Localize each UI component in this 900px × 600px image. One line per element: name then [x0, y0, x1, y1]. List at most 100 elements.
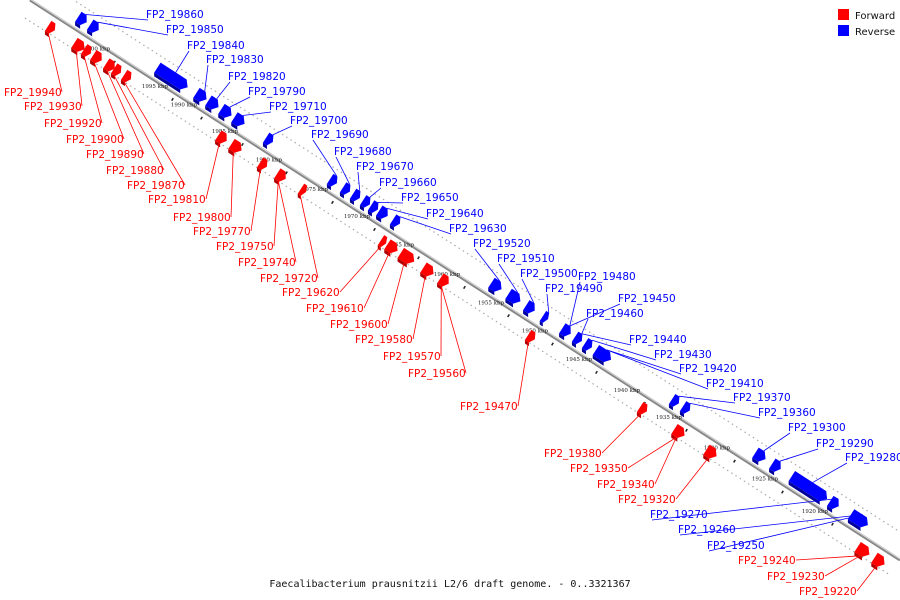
forward-gene-arrow[interactable] — [274, 168, 286, 182]
forward-gene-arrow[interactable] — [256, 157, 268, 171]
forward-gene-label: FP2_19320 — [618, 494, 676, 506]
forward-leader-line — [517, 342, 529, 407]
forward-gene-arrow[interactable] — [377, 235, 388, 248]
forward-gene-arrow[interactable] — [44, 20, 56, 34]
reverse-gene-arrow[interactable] — [752, 447, 766, 462]
forward-gene-arrow[interactable] — [671, 424, 685, 439]
reverse-gene-arrow[interactable] — [523, 300, 535, 314]
reverse-gene-arrow[interactable] — [75, 11, 87, 26]
reverse-gene-arrow[interactable] — [376, 205, 388, 219]
forward-gene-arrow[interactable] — [90, 49, 102, 64]
tick-mark — [551, 342, 554, 346]
reverse-gene-label: FP2_19490 — [545, 283, 603, 295]
forward-gene-label: FP2_19350 — [570, 463, 628, 475]
forward-gene-label: FP2_19600 — [330, 319, 388, 331]
reverse-gene-arrow[interactable] — [788, 471, 828, 502]
forward-leader-line — [627, 437, 677, 469]
forward-gene-arrow[interactable] — [297, 183, 308, 196]
forward-gene-arrow[interactable] — [871, 552, 885, 567]
reverse-gene-arrow[interactable] — [559, 323, 571, 337]
reverse-gene-arrow[interactable] — [359, 195, 371, 208]
tick-label: 1940 kbp — [614, 388, 641, 394]
forward-gene-arrow[interactable] — [854, 541, 870, 557]
forward-gene-arrow[interactable] — [420, 262, 434, 277]
reverse-gene-shadow — [87, 29, 93, 37]
forward-gene-arrow[interactable] — [437, 273, 449, 287]
forward-leader-line — [339, 246, 381, 293]
forward-gene-arrow[interactable] — [103, 58, 115, 72]
reverse-gene-arrow[interactable] — [154, 62, 188, 90]
reverse-gene-arrow[interactable] — [367, 200, 379, 213]
reverse-gene-arrow[interactable] — [326, 173, 338, 187]
forward-gene-label: FP2_19580 — [355, 334, 413, 346]
forward-leader-line — [654, 437, 677, 485]
reverse-gene-arrow[interactable] — [505, 288, 521, 304]
leader-layer — [47, 14, 877, 592]
forward-gene-label: FP2_19240 — [738, 555, 796, 567]
tick-label: 1985 kbp — [212, 129, 239, 135]
forward-gene-shadow — [703, 454, 710, 463]
forward-gene-arrow[interactable] — [71, 37, 85, 52]
tick-label: 1930 kbp — [704, 446, 731, 452]
forward-gene-shadow — [297, 193, 301, 200]
forward-gene-arrow[interactable] — [524, 329, 536, 343]
forward-gene-arrow[interactable] — [384, 239, 398, 254]
reverse-gene-arrow[interactable] — [205, 95, 219, 110]
reverse-gene-arrow[interactable] — [769, 458, 781, 472]
forward-gene-arrow[interactable] — [636, 401, 648, 415]
reverse-gene-label: FP2_19270 — [650, 509, 708, 521]
reverse-gene-arrow[interactable] — [592, 344, 612, 363]
forward-gene-shadow — [671, 434, 678, 442]
reverse-leader-line — [229, 96, 251, 108]
reverse-gene-arrow[interactable] — [668, 394, 680, 407]
forward-gene-label: FP2_19720 — [260, 273, 318, 285]
reverse-leader-line — [357, 171, 361, 191]
reverse-leader-line — [386, 207, 429, 220]
reverse-gene-arrow[interactable] — [339, 182, 351, 195]
reverse-gene-arrow[interactable] — [571, 331, 583, 345]
reverse-gene-shadow — [559, 333, 565, 341]
forward-gene-label: FP2_19560 — [408, 368, 466, 380]
forward-gene-arrow[interactable] — [110, 63, 122, 77]
reverse-gene-arrow[interactable] — [847, 509, 868, 528]
reverse-leader-line — [369, 187, 382, 198]
reverse-gene-arrow[interactable] — [193, 87, 207, 102]
reverse-leader-line — [708, 514, 863, 552]
forward-gene-arrow[interactable] — [120, 69, 132, 83]
reverse-gene-arrow[interactable] — [389, 214, 401, 228]
reverse-gene-label: FP2_19650 — [401, 192, 459, 204]
reverse-gene-arrow[interactable] — [488, 277, 502, 292]
reverse-gene-arrow[interactable] — [539, 310, 550, 323]
reverse-gene-arrow[interactable] — [231, 112, 245, 127]
forward-gene-arrow[interactable] — [397, 247, 415, 264]
forward-gene-arrow[interactable] — [80, 44, 92, 57]
forward-gene-shadow — [71, 47, 78, 56]
tick-label: 1920 kbp — [802, 509, 829, 515]
gene-layer — [44, 11, 885, 571]
reverse-leader-line — [312, 139, 338, 177]
reverse-gene-arrow[interactable] — [87, 19, 99, 33]
forward-gene-label: FP2_19380 — [544, 448, 602, 460]
reverse-gene-label: FP2_19850 — [166, 24, 224, 36]
reverse-gene-shadow — [668, 404, 673, 411]
reverse-leader-line — [97, 21, 169, 36]
tick-mark — [507, 314, 510, 318]
reverse-gene-arrow[interactable] — [262, 132, 274, 146]
reverse-gene-label: FP2_19460 — [586, 308, 644, 320]
reverse-gene-label: FP2_19830 — [206, 54, 264, 66]
forward-gene-arrow[interactable] — [228, 138, 242, 153]
reverse-leader-line — [175, 50, 190, 73]
forward-leader-line — [601, 413, 641, 454]
legend: Forward Reverse — [838, 9, 895, 38]
reverse-gene-arrow[interactable] — [349, 188, 361, 202]
reverse-gene-label: FP2_19670 — [356, 161, 414, 173]
tick-label: 2000 kbp — [84, 47, 111, 53]
reverse-gene-label: FP2_19300 — [788, 422, 846, 434]
reverse-gene-arrow[interactable] — [218, 103, 232, 118]
reverse-gene-shadow — [581, 348, 586, 355]
forward-gene-arrow[interactable] — [703, 444, 717, 459]
reverse-gene-label: FP2_19450 — [618, 293, 676, 305]
reverse-gene-arrow[interactable] — [581, 338, 593, 351]
reverse-gene-arrow[interactable] — [679, 401, 691, 414]
forward-gene-arrow[interactable] — [215, 130, 227, 144]
